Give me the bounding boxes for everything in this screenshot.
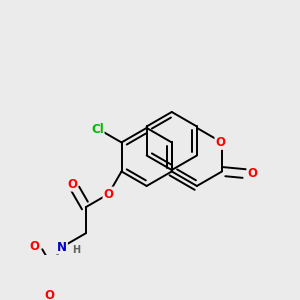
Text: O: O	[44, 289, 54, 300]
Text: O: O	[247, 167, 257, 180]
Text: H: H	[72, 245, 81, 255]
Text: O: O	[29, 240, 39, 253]
Text: N: N	[57, 241, 67, 254]
Text: O: O	[215, 136, 225, 149]
Text: O: O	[67, 178, 77, 191]
Text: Cl: Cl	[91, 123, 104, 136]
Text: O: O	[103, 188, 113, 201]
